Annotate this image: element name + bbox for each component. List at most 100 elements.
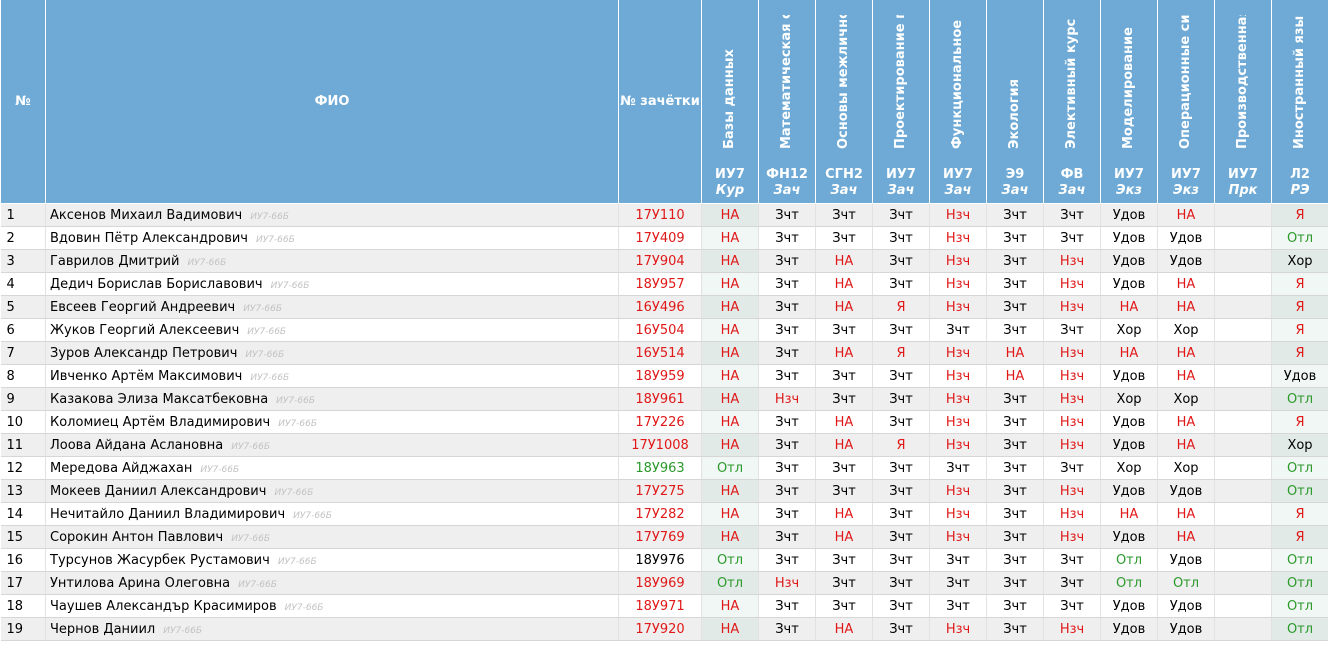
grade-cell[interactable]: Нзч [1043, 479, 1101, 503]
grade-cell[interactable]: Зчт [815, 594, 873, 618]
table-row[interactable]: 12 Мередова Айджахан ИУ7-66Б 18У963 Отл Зчт Зч… [0, 456, 1328, 480]
grade-cell[interactable]: Зчт [986, 249, 1044, 273]
grade-cell[interactable]: НА [815, 410, 873, 434]
grade-cell[interactable]: Нзч [1043, 341, 1101, 365]
grade-cell[interactable]: Зчт [815, 318, 873, 342]
table-row[interactable]: 3 Гаврилов Дмитрий ИУ7-66Б 17У904 НА Зчт НА Зчт… [0, 249, 1328, 273]
grade-cell[interactable]: Удов [1100, 479, 1158, 503]
grade-cell[interactable]: Отл [1271, 226, 1328, 250]
grade-cell[interactable]: Хор [1271, 433, 1328, 457]
student-cell[interactable]: Нечитайло Даниил Владимирович ИУ7-66Б [45, 502, 619, 526]
grade-cell[interactable] [1214, 479, 1272, 503]
header-num[interactable]: № [0, 0, 46, 204]
grade-cell[interactable] [1214, 364, 1272, 388]
grade-cell[interactable]: Зчт [872, 203, 930, 227]
grade-cell[interactable]: НА [701, 387, 759, 411]
grade-cell[interactable]: Отл [701, 456, 759, 480]
grade-cell[interactable]: Отл [1271, 571, 1328, 595]
grade-cell[interactable]: Нзч [758, 387, 816, 411]
grade-cell[interactable]: Зчт [986, 571, 1044, 595]
grade-cell[interactable]: Отл [1271, 479, 1328, 503]
header-subject[interactable]: Проектирование прог ИУ7 Зач [872, 0, 930, 204]
header-subject[interactable]: Функциональное и лс ИУ7 Зач [929, 0, 987, 204]
grade-cell[interactable]: Удов [1100, 364, 1158, 388]
grade-cell[interactable]: Я [1271, 318, 1328, 342]
grade-cell[interactable]: Зчт [872, 249, 930, 273]
student-cell[interactable]: Гаврилов Дмитрий ИУ7-66Б [45, 249, 619, 273]
table-row[interactable]: 5 Евсеев Георгий Андреевич ИУ7-66Б 16У496 НА… [0, 295, 1328, 319]
grade-cell[interactable]: НА [701, 594, 759, 618]
student-name[interactable]: Гаврилов Дмитрий [50, 253, 180, 269]
grade-cell[interactable]: Зчт [872, 479, 930, 503]
grade-cell[interactable]: Зчт [986, 387, 1044, 411]
grade-cell[interactable]: Зчт [986, 410, 1044, 434]
grade-cell[interactable]: Зчт [986, 479, 1044, 503]
student-name[interactable]: Евсеев Георгий Андреевич [50, 299, 236, 315]
student-cell[interactable]: Турсунов Жасурбек Рустамович ИУ7-66Б [45, 548, 619, 572]
table-row[interactable]: 16 Турсунов Жасурбек Рустамович ИУ7-66Б 18У… [0, 548, 1328, 572]
student-cell[interactable]: Мокеев Даниил Александрович ИУ7-66Б [45, 479, 619, 503]
grade-cell[interactable]: Отл [1271, 548, 1328, 572]
grade-cell[interactable]: Зчт [758, 502, 816, 526]
grade-cell[interactable]: Удов [1157, 617, 1215, 641]
grade-cell[interactable]: Зчт [872, 364, 930, 388]
grade-cell[interactable]: НА [1100, 341, 1158, 365]
table-row[interactable]: 9 Казакова Элиза Максатбековна ИУ7-66Б 18У9… [0, 387, 1328, 411]
grade-cell[interactable] [1214, 456, 1272, 480]
header-subject[interactable]: Экология Э9 Зач [986, 0, 1044, 204]
grade-cell[interactable]: Зчт [815, 364, 873, 388]
grade-cell[interactable]: Зчт [986, 295, 1044, 319]
grade-cell[interactable]: Зчт [872, 318, 930, 342]
grade-cell[interactable]: Отл [701, 571, 759, 595]
grade-cell[interactable]: Нзч [929, 479, 987, 503]
grade-cell[interactable]: Удов [1100, 594, 1158, 618]
grade-cell[interactable]: Зчт [815, 571, 873, 595]
grade-cell[interactable]: НА [701, 226, 759, 250]
grade-cell[interactable]: Хор [1100, 387, 1158, 411]
student-cell[interactable]: Мередова Айджахан ИУ7-66Б [45, 456, 619, 480]
grade-cell[interactable]: Зчт [1043, 456, 1101, 480]
grade-cell[interactable] [1214, 617, 1272, 641]
grade-cell[interactable]: Отл [1271, 617, 1328, 641]
student-cell[interactable]: Унтилова Арина Олеговна ИУ7-66Б [45, 571, 619, 595]
grade-cell[interactable]: Зчт [758, 456, 816, 480]
student-cell[interactable]: Аксенов Михаил Вадимович ИУ7-66Б [45, 203, 619, 227]
grade-cell[interactable] [1214, 249, 1272, 273]
grade-cell[interactable]: Нзч [929, 295, 987, 319]
grade-cell[interactable]: Зчт [1043, 571, 1101, 595]
grade-cell[interactable]: НА [701, 249, 759, 273]
grade-cell[interactable] [1214, 295, 1272, 319]
grade-cell[interactable]: НА [815, 272, 873, 296]
student-cell[interactable]: Дедич Борислав Бориславович ИУ7-66Б [45, 272, 619, 296]
student-name[interactable]: Коломиец Артём Владимирович [50, 414, 271, 430]
grade-cell[interactable]: Зчт [872, 456, 930, 480]
grade-cell[interactable]: Нзч [1043, 410, 1101, 434]
student-cell[interactable]: Сорокин Антон Павлович ИУ7-66Б [45, 525, 619, 549]
student-cell[interactable]: Ивченко Артём Максимович ИУ7-66Б [45, 364, 619, 388]
grade-cell[interactable]: Зчт [872, 387, 930, 411]
grade-cell[interactable]: НА [701, 433, 759, 457]
grade-cell[interactable]: НА [1157, 364, 1215, 388]
grade-cell[interactable]: Удов [1271, 364, 1328, 388]
grade-cell[interactable]: Зчт [758, 226, 816, 250]
grade-cell[interactable]: Удов [1100, 203, 1158, 227]
grade-cell[interactable]: Нзч [1043, 364, 1101, 388]
grade-cell[interactable]: Зчт [1043, 548, 1101, 572]
grade-cell[interactable]: Зчт [815, 456, 873, 480]
grade-cell[interactable]: НА [1100, 295, 1158, 319]
student-name[interactable]: Сорокин Антон Павлович [50, 529, 224, 545]
grade-cell[interactable]: Нзч [929, 203, 987, 227]
grade-cell[interactable]: НА [701, 272, 759, 296]
table-row[interactable]: 4 Дедич Борислав Бориславович ИУ7-66Б 18У95… [0, 272, 1328, 296]
student-name[interactable]: Вдовин Пётр Александрович [50, 230, 248, 246]
grade-cell[interactable]: НА [815, 525, 873, 549]
header-subject[interactable]: Математическая стат ФН12 Зач [758, 0, 816, 204]
grade-cell[interactable]: Нзч [758, 571, 816, 595]
grade-cell[interactable]: Зчт [758, 433, 816, 457]
grade-cell[interactable] [1214, 272, 1272, 296]
grade-cell[interactable]: НА [701, 341, 759, 365]
header-subject[interactable]: Производственная пр ИУ7 Прк [1214, 0, 1272, 204]
header-subject[interactable]: Базы данных ИУ7 Кур [701, 0, 759, 204]
grade-cell[interactable]: Удов [1100, 249, 1158, 273]
table-row[interactable]: 10 Коломиец Артём Владимирович ИУ7-66Б 17У2… [0, 410, 1328, 434]
